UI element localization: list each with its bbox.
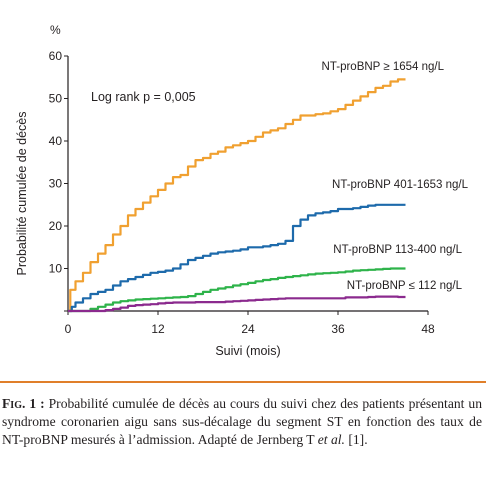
- x-axis-label: Suivi (mois): [215, 344, 280, 358]
- caption-text: Probabilité cumulée de décès au cours du…: [2, 396, 482, 447]
- y-tick-label: 10: [49, 262, 63, 276]
- series-line-mid-high: [68, 203, 406, 313]
- y-tick-label: 50: [49, 92, 63, 106]
- series-line-mid-low: [68, 267, 406, 313]
- figure-caption: Fig. 1 : Probabilité cumulée de décès au…: [2, 395, 482, 449]
- y-tick-label: 60: [49, 49, 63, 63]
- series-label-high: NT-proBNP ≥ 1654 ng/L: [322, 61, 445, 73]
- logrank-annotation: Log rank p = 0,005: [91, 90, 196, 104]
- x-tick-label: 36: [331, 322, 345, 336]
- chart-area: 10 20 30 40 50 60 0 12 24 36 48% Probabilité cumulé…: [15, 23, 469, 358]
- y-tick-label: 40: [49, 134, 63, 148]
- line-chart: 10 20 30 40 50 60 0 12 24 36 48% Probabilité cumulé…: [15, 23, 469, 358]
- series-label-mid-high: NT-proBNP 401-1653 ng/L: [332, 179, 469, 191]
- caption-ref: [1].: [344, 432, 368, 447]
- caption-et-al: et al.: [317, 432, 345, 447]
- y-unit-label: %: [50, 23, 61, 37]
- figure-label: Fig. 1 :: [2, 396, 45, 411]
- x-tick-label: 24: [241, 322, 255, 336]
- x-tick-label: 0: [65, 322, 72, 336]
- y-tick-label: 30: [49, 177, 63, 191]
- caption-divider: [0, 381, 486, 383]
- x-tick-label: 12: [151, 322, 165, 336]
- series-line-high: [68, 78, 406, 313]
- y-tick-label: 20: [49, 219, 63, 233]
- series-label-mid-low: NT-proBNP 113-400 ng/L: [333, 244, 462, 256]
- series-label-low: NT-proBNP ≤ 112 ng/L: [347, 280, 463, 292]
- x-tick-label: 48: [421, 322, 435, 336]
- series-line-low: [68, 295, 406, 313]
- y-axis-label: Probabilité cumulée de décès: [15, 112, 29, 276]
